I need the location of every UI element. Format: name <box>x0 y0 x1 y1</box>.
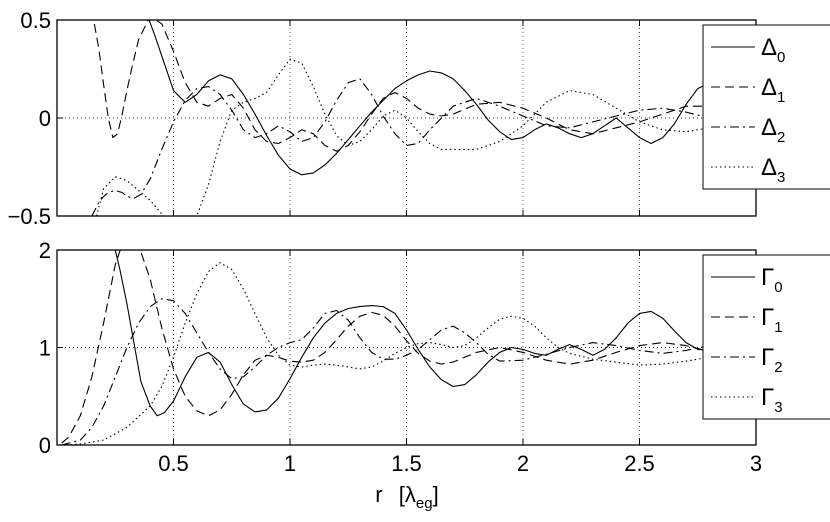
legend-label: Γ0 <box>761 264 783 296</box>
x-tick-label: 2.5 <box>624 451 655 476</box>
y-tick-label: 0 <box>39 106 51 131</box>
y-tick-label: 0.5 <box>20 8 51 33</box>
x-axis-label-unit: [λ <box>399 482 416 507</box>
series-line-Γ2 <box>61 298 756 445</box>
legend-box <box>702 254 830 420</box>
legend-label: Δ0 <box>761 34 785 66</box>
gamma-panel: 0 1 2 0.5 1 1.5 2 2.5 3 Γ0 Γ1 Γ2 Γ3 <box>39 238 830 476</box>
x-axis-label-unit-close: ] <box>433 482 439 507</box>
y-tick-label: 0 <box>39 433 51 458</box>
series-line-Δ0 <box>148 20 756 176</box>
x-tick-label: 1 <box>284 451 296 476</box>
legend-label: Γ1 <box>761 304 783 336</box>
x-tick-label: 0.5 <box>158 451 189 476</box>
x-axis-label-unit-sub: eg <box>416 495 433 512</box>
x-tick-label: 2 <box>517 451 529 476</box>
legend-label: Γ3 <box>761 384 783 416</box>
y-tick-label: 2 <box>39 238 51 263</box>
series-line-Δ3 <box>96 58 756 216</box>
delta-panel: −0.5 0 0.5 Δ0 Δ1 Δ2 Δ3 <box>8 8 830 229</box>
legend-label: Δ1 <box>761 74 785 106</box>
y-tick-label: 1 <box>39 336 51 361</box>
y-tick-label: −0.5 <box>8 204 51 229</box>
series-line-Δ2 <box>91 78 756 216</box>
x-axis-label: r [λeg] <box>375 482 438 512</box>
legend-label: Γ2 <box>761 344 783 376</box>
x-tick-label: 3 <box>750 451 762 476</box>
legend: Δ0 Δ1 Δ2 Δ3 <box>702 24 830 190</box>
legend: Γ0 Γ1 Γ2 Γ3 <box>702 254 830 420</box>
x-tick-label: 1.5 <box>391 451 422 476</box>
legend-label: Δ3 <box>761 154 785 186</box>
series-line-Γ0 <box>114 250 756 417</box>
x-axis-label-var: r <box>375 482 382 507</box>
legend-box <box>702 24 830 190</box>
series-line-Γ1 <box>61 250 756 444</box>
legend-label: Δ2 <box>761 114 785 146</box>
series-line-Δ1 <box>93 20 756 152</box>
